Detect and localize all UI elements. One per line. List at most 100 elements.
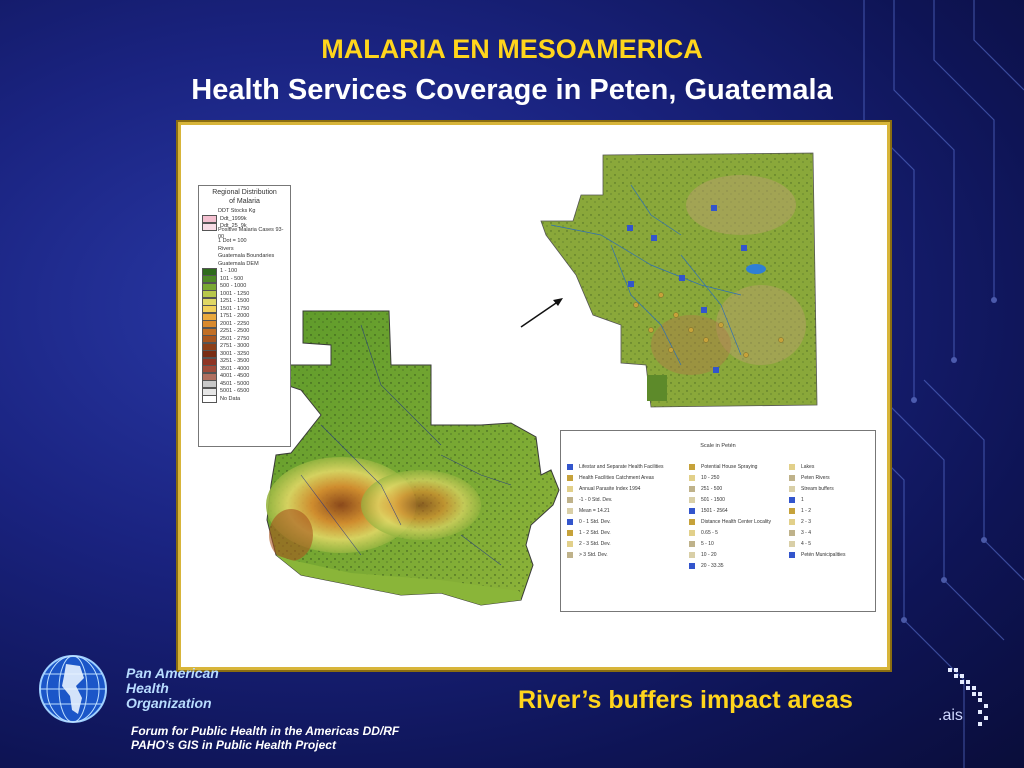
legend-label: 1001 - 1250 [220,290,250,297]
legend-label: Annual Parasite Index 1994 [579,485,641,492]
legend-label: Peten Rivers [801,474,830,481]
legend-marker [789,551,795,558]
legend-label: 3501 - 4000 [220,365,250,372]
pointer-arrow [520,298,563,328]
legend-label: 2 - 3 Std. Dev. [579,540,611,547]
legend-swatch [202,239,215,245]
legend-label: Distance Health Center Locality [701,518,772,525]
malaria-legend-row: No Data [202,395,287,404]
legend-swatch [202,231,215,237]
legend-label: 501 - 1500 [701,496,725,503]
ais-logo-text: .ais [938,707,963,724]
peten-legend-item: Petén Municipalities [789,549,871,560]
legend-label: Petén Municipalities [801,551,846,558]
legend-label: 2 - 3 [801,518,812,525]
legend-label: Guatemala Boundaries [218,253,275,260]
paho-globe-icon [39,655,107,723]
legend-marker [689,507,695,514]
malaria-legend-title: Regional Distribution of Malaria [212,189,277,205]
legend-label: 1751 - 2000 [220,313,250,320]
legend-marker [789,463,795,470]
legend-label: 2001 - 2250 [220,320,250,327]
legend-label: 10 - 250 [701,474,720,481]
map-illustration [266,152,818,606]
legend-label: 1501 - 1750 [220,305,250,312]
peten-legend-item: Lifestar and Separate Health Facilities [567,461,677,472]
legend-marker [689,474,695,481]
legend-swatch [202,395,217,404]
peten-legend-item: 1 - 2 Std. Dev. [567,527,677,538]
legend-marker [789,518,795,525]
legend-marker [689,551,695,558]
legend-label: 4501 - 5000 [220,380,250,387]
legend-swatch [202,254,215,260]
forum-credits: Forum for Public Health in the Americas … [131,724,400,752]
legend-marker [567,551,573,558]
peten-detail-map [540,152,818,408]
peten-legend-item: Mean = 14.21 [567,505,677,516]
legend-marker [567,474,573,481]
peten-legend-item: -1 - 0 Std. Dev. [567,494,677,505]
legend-label: 1 Dot = 100 [218,238,247,245]
peten-legend-item: 0 - 1 Std. Dev. [567,516,677,527]
legend-label: 0 - 1 Std. Dev. [579,518,611,525]
legend-label: 4 - 5 [801,540,812,547]
malaria-legend-row: Ddt_25_9k [202,222,287,231]
peten-legend-item: 0.65 - 5 [689,527,779,538]
legend-label: 10 - 20 [701,551,717,558]
peten-legend: Scale in Petén Lifestar and Separate Hea… [560,430,876,612]
legend-label: 1 - 100 [220,268,238,275]
malaria-legend-row: Guatemala DEM [202,261,287,269]
organization-name: Pan American Health Organization [126,665,219,711]
peten-legend-item: 501 - 1500 [689,494,779,505]
legend-label: 20 - 33.35 [701,562,724,569]
legend-label: 251 - 500 [701,485,723,492]
legend-marker [789,485,795,492]
peten-legend-item: 4 - 5 [789,538,871,549]
peten-legend-item: Distance Health Center Locality [689,516,779,527]
malaria-legend-row: Rivers [202,246,287,254]
legend-label: 1251 - 1500 [220,298,250,305]
map-figure: Regional Distribution of Malaria DDT Sto… [178,122,890,670]
legend-marker [689,562,695,569]
legend-label: Stream buffers [801,485,834,492]
legend-marker [789,540,795,547]
legend-marker [689,485,695,492]
legend-marker [689,529,695,536]
peten-legend-title: Scale in Petén [700,443,736,449]
legend-marker [789,496,795,503]
legend-marker [789,474,795,481]
peten-legend-item: 2 - 3 Std. Dev. [567,538,677,549]
legend-marker [567,518,573,525]
malaria-legend-row: 1 Dot = 100 [202,238,287,246]
legend-marker [567,463,573,470]
legend-marker [567,507,573,514]
legend-marker [689,496,695,503]
peten-legend-col3: Lakes Peten Rivers Stream buffers 1 1 - 2 2 -… [789,461,871,560]
peten-legend-item: 251 - 500 [689,483,779,494]
peten-legend-item: > 3 Std. Dev. [567,549,677,560]
peten-legend-item: Peten Rivers [789,472,871,483]
peten-legend-item: 5 - 10 [689,538,779,549]
peten-legend-item: 1 - 2 [789,505,871,516]
peten-legend-col1: Lifestar and Separate Health Facilities H… [567,461,677,560]
malaria-legend-items: DDT Stocks Kg Ddt_1999k Ddt_25_9k Positive … [202,208,287,404]
peten-legend-item: 20 - 33.35 [689,560,779,571]
guatemala-map [266,310,560,606]
legend-label: Ddt_25_9k [220,223,247,230]
legend-marker [567,496,573,503]
legend-label: 2251 - 2500 [220,328,250,335]
legend-label: Mean = 14.21 [579,507,610,514]
legend-label: -1 - 0 Std. Dev. [579,496,613,503]
peten-legend-item: 2 - 3 [789,516,871,527]
legend-label: Rivers [218,245,234,252]
legend-label: 0.65 - 5 [701,529,718,536]
legend-label: 3251 - 3500 [220,358,250,365]
peten-legend-item: 10 - 250 [689,472,779,483]
peten-legend-item: Potential House Spraying [689,461,779,472]
legend-marker [567,529,573,536]
legend-label: 5 - 10 [701,540,714,547]
legend-label: 3001 - 3250 [220,350,250,357]
legend-marker [689,518,695,525]
